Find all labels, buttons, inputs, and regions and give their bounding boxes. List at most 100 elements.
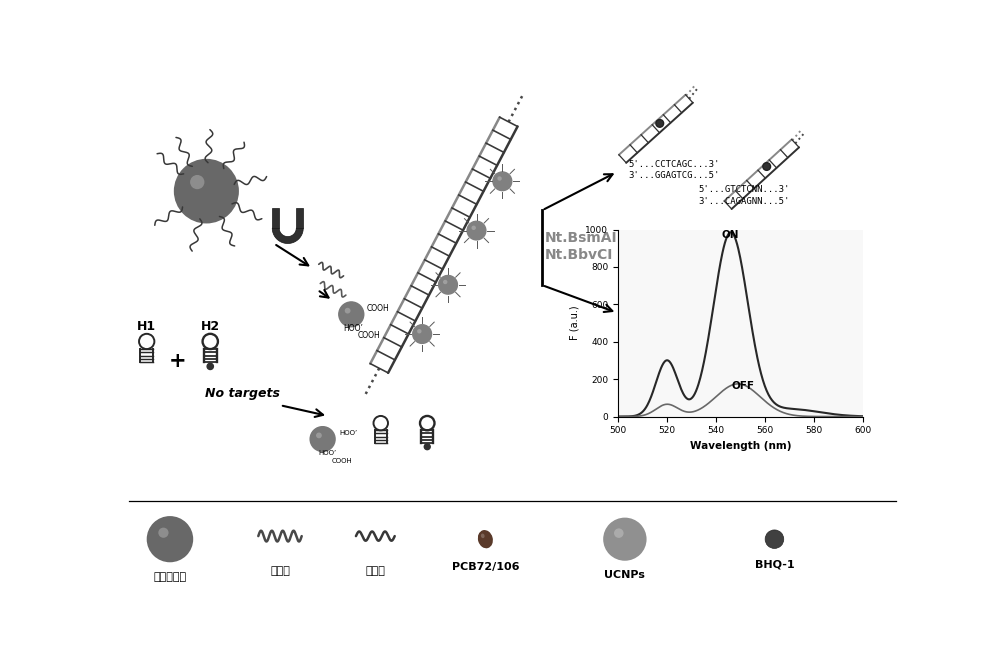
- Circle shape: [666, 305, 685, 323]
- Circle shape: [473, 227, 477, 231]
- Text: +: +: [169, 350, 187, 371]
- Circle shape: [672, 311, 675, 314]
- Circle shape: [149, 518, 190, 559]
- Circle shape: [673, 312, 674, 313]
- Circle shape: [418, 330, 423, 335]
- Circle shape: [440, 277, 455, 292]
- Circle shape: [473, 228, 476, 230]
- Circle shape: [665, 304, 685, 324]
- Circle shape: [153, 522, 184, 553]
- Circle shape: [339, 302, 363, 325]
- Circle shape: [604, 518, 645, 560]
- Circle shape: [160, 529, 173, 542]
- Circle shape: [471, 226, 479, 233]
- Ellipse shape: [483, 536, 485, 539]
- Circle shape: [749, 311, 756, 318]
- Circle shape: [496, 175, 506, 185]
- Circle shape: [744, 306, 764, 326]
- Ellipse shape: [482, 535, 486, 540]
- Circle shape: [415, 327, 428, 340]
- Text: H1: H1: [137, 319, 156, 333]
- Circle shape: [445, 281, 448, 285]
- Circle shape: [158, 527, 169, 538]
- Circle shape: [344, 308, 355, 318]
- Circle shape: [150, 519, 188, 558]
- Circle shape: [822, 306, 834, 318]
- Circle shape: [207, 363, 213, 369]
- Text: HOO’: HOO’: [339, 430, 357, 436]
- Circle shape: [746, 307, 762, 324]
- Circle shape: [745, 306, 764, 325]
- Circle shape: [824, 308, 831, 315]
- Circle shape: [747, 309, 760, 321]
- Circle shape: [666, 305, 684, 323]
- Circle shape: [416, 327, 427, 338]
- Circle shape: [493, 172, 511, 190]
- Circle shape: [614, 529, 629, 543]
- Circle shape: [152, 521, 185, 554]
- Circle shape: [500, 178, 501, 180]
- Circle shape: [443, 280, 447, 284]
- Text: PCB72/106: PCB72/106: [452, 562, 519, 572]
- Circle shape: [414, 326, 429, 340]
- Circle shape: [309, 426, 336, 452]
- Circle shape: [445, 281, 447, 284]
- Circle shape: [156, 525, 179, 548]
- Text: COOH: COOH: [332, 458, 353, 464]
- Circle shape: [313, 430, 330, 447]
- Text: 互补链: 互补链: [365, 566, 385, 576]
- Circle shape: [605, 520, 644, 558]
- Circle shape: [821, 305, 835, 319]
- Circle shape: [345, 308, 354, 317]
- Ellipse shape: [478, 531, 492, 548]
- Circle shape: [469, 223, 483, 237]
- Circle shape: [164, 533, 166, 536]
- Circle shape: [748, 310, 758, 319]
- Circle shape: [315, 432, 327, 443]
- Ellipse shape: [478, 530, 493, 548]
- Circle shape: [310, 426, 335, 451]
- Circle shape: [424, 443, 430, 449]
- Y-axis label: F (a.u.): F (a.u.): [570, 306, 580, 340]
- Circle shape: [618, 533, 623, 537]
- Circle shape: [175, 160, 237, 221]
- Circle shape: [416, 329, 425, 337]
- Circle shape: [316, 432, 326, 442]
- Circle shape: [311, 427, 334, 451]
- Circle shape: [617, 531, 625, 539]
- Circle shape: [177, 161, 235, 219]
- Circle shape: [609, 523, 638, 552]
- Circle shape: [444, 281, 449, 285]
- Circle shape: [188, 173, 217, 201]
- Circle shape: [342, 304, 359, 322]
- Circle shape: [312, 428, 332, 449]
- Circle shape: [185, 170, 221, 206]
- Circle shape: [608, 522, 639, 554]
- Ellipse shape: [481, 534, 488, 542]
- Circle shape: [191, 176, 212, 197]
- Circle shape: [749, 311, 754, 316]
- Circle shape: [469, 223, 482, 237]
- Circle shape: [415, 327, 427, 339]
- Circle shape: [196, 181, 204, 188]
- Text: UCNPs: UCNPs: [604, 570, 645, 580]
- Circle shape: [198, 182, 201, 186]
- Circle shape: [155, 524, 181, 550]
- Circle shape: [314, 430, 329, 445]
- Circle shape: [474, 228, 475, 229]
- Circle shape: [412, 324, 432, 344]
- Circle shape: [669, 308, 680, 319]
- Circle shape: [319, 436, 321, 437]
- Circle shape: [438, 276, 457, 294]
- Text: 羟基化磁球: 羟基化磁球: [153, 572, 187, 583]
- Circle shape: [154, 523, 182, 551]
- Circle shape: [343, 306, 357, 320]
- Circle shape: [819, 303, 838, 322]
- Circle shape: [315, 431, 328, 444]
- Circle shape: [159, 528, 174, 543]
- Circle shape: [498, 176, 504, 183]
- Circle shape: [347, 310, 351, 314]
- Circle shape: [826, 310, 827, 312]
- Circle shape: [669, 308, 679, 318]
- Circle shape: [823, 307, 833, 317]
